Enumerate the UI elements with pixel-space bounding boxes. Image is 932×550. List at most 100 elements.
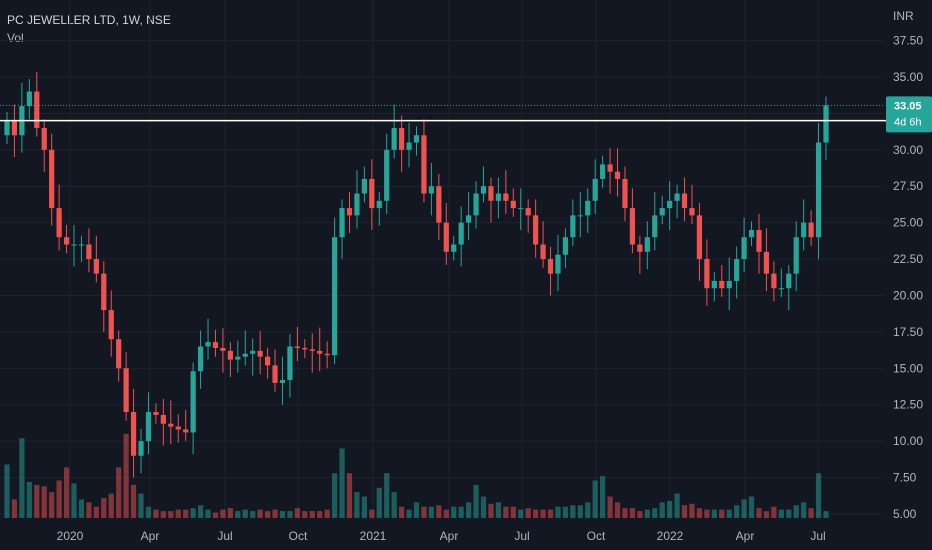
candle-body <box>570 215 576 238</box>
candle-body <box>503 193 509 201</box>
volume-bar <box>309 511 315 518</box>
volume-bar <box>540 509 546 518</box>
candle-body <box>801 222 807 238</box>
candle-body <box>145 412 152 442</box>
volume-bar <box>533 509 539 518</box>
candle-body <box>130 412 137 456</box>
volume-bar <box>242 509 248 518</box>
candle-body <box>823 105 829 143</box>
y-tick-label: 7.50 <box>893 471 917 485</box>
candle-body <box>696 215 703 260</box>
x-tick-label: 2020 <box>57 529 84 543</box>
candle-body <box>287 346 293 380</box>
candle-body <box>719 280 725 289</box>
volume-bar <box>801 502 807 518</box>
candle-body <box>197 346 204 372</box>
candle-body <box>555 254 561 274</box>
candle-body <box>279 379 286 383</box>
volume-bar <box>466 502 472 518</box>
volume-bar <box>696 508 703 518</box>
candle-body <box>153 412 159 415</box>
volume-bar <box>555 506 561 518</box>
volume-bar <box>786 509 792 518</box>
candle-body <box>101 273 107 311</box>
candle-body <box>540 244 546 260</box>
volume-bar <box>607 496 613 518</box>
volume-bar <box>726 509 732 518</box>
volume-bar <box>808 508 814 518</box>
volume-bar <box>272 509 278 518</box>
y-tick-label: 25.00 <box>893 216 923 230</box>
candle-body <box>458 222 464 245</box>
volume-bar <box>652 508 658 518</box>
x-tick-label: Jul <box>810 529 825 543</box>
time-axis[interactable]: 2020 Apr Jul Oct 2021 Apr Jul Oct 2022 Apr Jul <box>57 529 826 543</box>
candle-body <box>11 120 18 136</box>
volume-bar <box>756 508 762 518</box>
candle-body <box>600 164 606 179</box>
volume-bars <box>4 433 829 518</box>
price-axis[interactable]: INR37.5035.0032.5030.0027.5025.0022.5020… <box>886 9 932 521</box>
candle-body <box>525 208 531 216</box>
candle-body <box>436 186 442 223</box>
candle-body <box>41 127 47 150</box>
candle-body <box>346 208 353 216</box>
candle-body <box>451 244 457 252</box>
volume-bar <box>190 508 196 518</box>
candle-body <box>26 91 32 107</box>
volume-bar <box>629 508 636 518</box>
candle-body <box>518 208 524 210</box>
volume-bar <box>391 492 397 518</box>
volume-bar <box>19 438 25 518</box>
volume-bar <box>205 509 211 518</box>
volume-bar <box>600 476 606 518</box>
volume-bar <box>451 506 457 518</box>
volume-bar <box>473 484 479 518</box>
volume-bar <box>11 499 18 518</box>
volume-bar <box>562 506 569 518</box>
candle-body <box>168 423 174 427</box>
volume-bar <box>34 484 40 518</box>
candle-body <box>793 237 799 274</box>
candle-body <box>302 347 308 350</box>
volume-bar <box>674 493 680 518</box>
x-tick-label: Apr <box>141 529 160 543</box>
volume-bar <box>160 511 166 518</box>
volume-bar <box>421 506 427 518</box>
volume-bar <box>488 503 494 518</box>
y-tick-label: 27.50 <box>893 179 923 193</box>
volume-bar <box>823 511 829 518</box>
volume-bar <box>704 509 710 518</box>
candle-body <box>56 208 62 238</box>
volume-bar <box>369 509 375 518</box>
last-price-label: 33.05 <box>894 100 922 112</box>
candle-body <box>294 346 300 348</box>
volume-bar <box>101 497 107 518</box>
candle-body <box>354 193 360 216</box>
candle-body <box>257 350 263 357</box>
volume-bar <box>689 503 695 518</box>
volume-bar <box>577 505 583 518</box>
volume-bar <box>644 509 650 518</box>
candle-body <box>689 208 695 216</box>
volume-bar <box>659 502 665 518</box>
candle-body <box>339 208 345 238</box>
volume-bar <box>324 509 330 518</box>
candle-body <box>667 200 673 209</box>
volume-bar <box>667 500 673 518</box>
candle-body <box>443 222 449 252</box>
candle-body <box>108 310 114 340</box>
volume-bar <box>123 433 129 518</box>
candle-body <box>466 215 472 223</box>
candle-body <box>488 186 494 201</box>
candle-body <box>264 356 271 366</box>
candlesticks <box>4 71 829 478</box>
volume-bar <box>346 473 353 518</box>
currency-label: INR <box>893 9 914 23</box>
candle-body <box>369 178 375 209</box>
candle-body <box>748 229 755 238</box>
volume-bar <box>428 506 434 518</box>
candle-body <box>212 342 219 348</box>
volume-bar <box>257 509 263 518</box>
